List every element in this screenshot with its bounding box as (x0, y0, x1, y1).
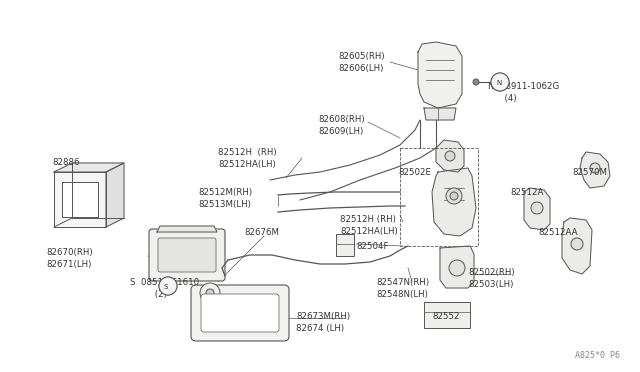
Text: 82676M: 82676M (244, 228, 279, 237)
Polygon shape (432, 168, 476, 236)
Bar (336, 234, 354, 256)
FancyBboxPatch shape (149, 229, 225, 281)
Circle shape (491, 73, 509, 91)
Polygon shape (424, 108, 456, 120)
FancyBboxPatch shape (201, 294, 279, 332)
Polygon shape (157, 226, 217, 232)
Text: S  08513-61610
         (2): S 08513-61610 (2) (130, 278, 199, 299)
Circle shape (159, 277, 177, 295)
Circle shape (450, 192, 458, 200)
Text: 82512AA: 82512AA (538, 228, 577, 237)
Text: 82605(RH)
82606(LH): 82605(RH) 82606(LH) (338, 52, 385, 73)
Text: A825*0 P6: A825*0 P6 (575, 351, 620, 360)
Polygon shape (436, 140, 464, 172)
Text: 82512A: 82512A (510, 188, 543, 197)
Circle shape (445, 151, 455, 161)
FancyBboxPatch shape (191, 285, 289, 341)
Polygon shape (440, 246, 474, 288)
Polygon shape (562, 218, 592, 274)
Text: 82512H  (RH)
82512HA(LH): 82512H (RH) 82512HA(LH) (218, 148, 276, 169)
Polygon shape (580, 152, 610, 188)
Circle shape (491, 73, 509, 91)
Text: 82570M: 82570M (572, 168, 607, 177)
Text: 82547N(RH)
82548N(LH): 82547N(RH) 82548N(LH) (376, 278, 429, 299)
Text: 82670(RH)
82671(LH): 82670(RH) 82671(LH) (46, 248, 93, 269)
Bar (400, 148, 478, 246)
Circle shape (571, 238, 583, 250)
Circle shape (206, 289, 214, 297)
Polygon shape (524, 188, 550, 230)
Polygon shape (418, 42, 462, 108)
FancyBboxPatch shape (158, 238, 216, 272)
Circle shape (200, 283, 220, 303)
Polygon shape (106, 163, 124, 227)
Text: 82504F: 82504F (356, 242, 388, 251)
Text: 82502E: 82502E (398, 168, 431, 177)
Text: 82552: 82552 (432, 312, 460, 321)
Text: 82886: 82886 (52, 158, 79, 167)
Text: 82512M(RH)
82513M(LH): 82512M(RH) 82513M(LH) (198, 188, 252, 209)
Text: 82512H (RH)
82512HA(LH): 82512H (RH) 82512HA(LH) (340, 215, 397, 236)
Circle shape (446, 188, 462, 204)
Polygon shape (54, 163, 124, 172)
Polygon shape (62, 182, 98, 217)
Text: N  08911-1062G
      (4): N 08911-1062G (4) (488, 82, 559, 103)
Text: N: N (496, 80, 501, 86)
Text: 82608(RH)
82609(LH): 82608(RH) 82609(LH) (318, 115, 365, 136)
Circle shape (473, 79, 479, 85)
Text: S: S (164, 284, 168, 290)
Text: S: S (162, 283, 167, 292)
Circle shape (590, 163, 600, 173)
Text: 82502(RH)
82503(LH): 82502(RH) 82503(LH) (468, 268, 515, 289)
Bar (424, 302, 470, 328)
Circle shape (449, 260, 465, 276)
Text: N: N (495, 79, 500, 88)
Circle shape (159, 277, 177, 295)
Polygon shape (54, 172, 106, 227)
Circle shape (531, 202, 543, 214)
Text: 82673M(RH)
82674 (LH): 82673M(RH) 82674 (LH) (296, 312, 350, 333)
